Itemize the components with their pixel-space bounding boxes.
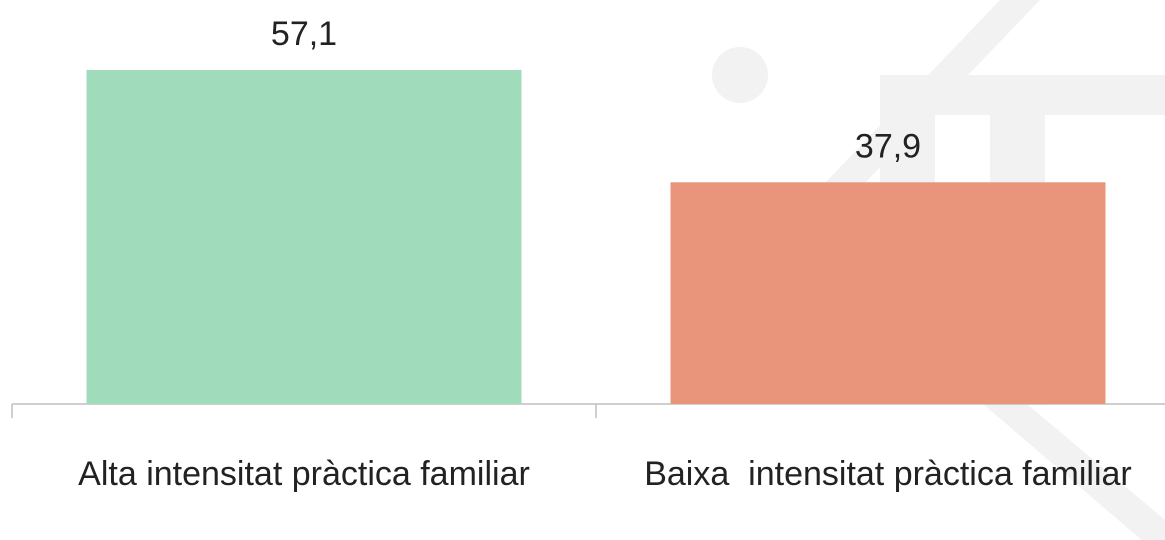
- bar: [670, 182, 1106, 404]
- bar: [86, 69, 522, 404]
- x-tick-label: Baixa intensitat pràctica familiar: [644, 455, 1132, 493]
- data-label: 37,9: [855, 127, 921, 165]
- data-label: 57,1: [271, 15, 337, 53]
- x-tick-label: Alta intensitat pràctica familiar: [78, 455, 530, 493]
